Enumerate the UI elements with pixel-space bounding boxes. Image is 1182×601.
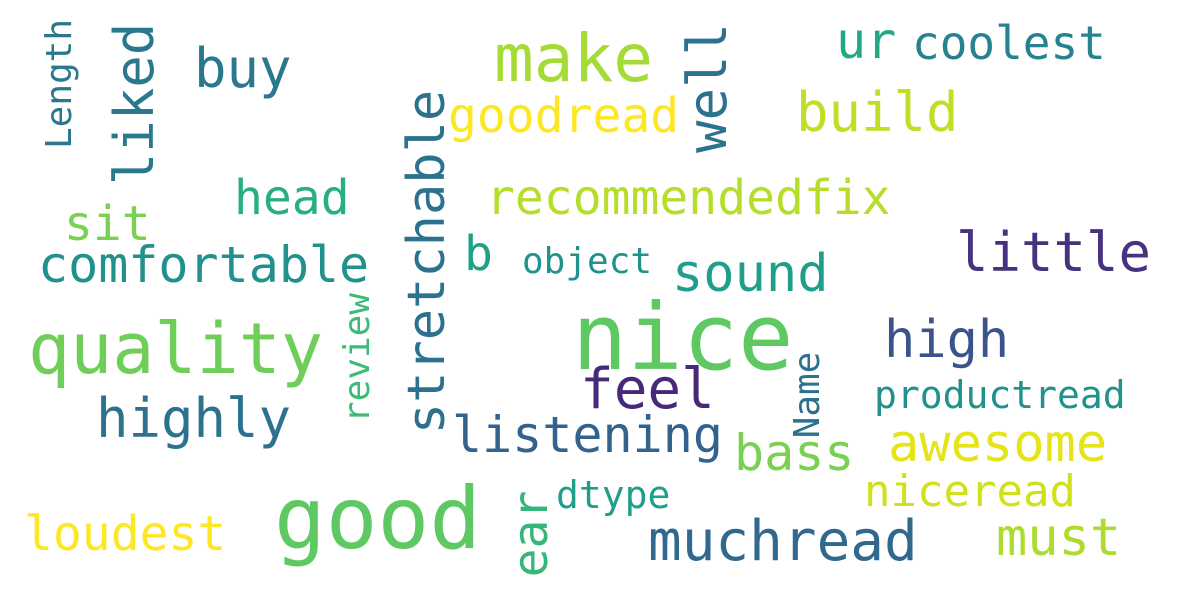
word-b: b [464,226,493,282]
word-liked: liked [103,22,166,186]
word-build: build [796,81,959,144]
word-sound: sound [672,244,829,304]
word-review: review [337,292,378,424]
word-nice: nice [572,284,794,391]
word-awesome: awesome [888,414,1108,474]
word-length: Length [39,18,80,150]
word-little: little [956,221,1152,284]
word-must: must [996,508,1122,568]
word-quality: quality [28,308,324,390]
word-niceread: niceread [864,466,1076,517]
word-coolest: coolest [912,16,1106,70]
word-highly: highly [96,387,292,450]
word-buy: buy [194,37,292,100]
word-dtype: dtype [556,473,671,517]
word-muchread: muchread [648,509,918,574]
word-high: high [884,310,1010,370]
word-ear: ear [503,490,559,578]
word-goodread: goodread [448,88,680,144]
word-make: make [494,20,653,97]
word-recommendedfix: recommendedfix [486,170,891,226]
word-well: well [676,22,739,154]
word-object: object [522,241,653,282]
word-bass: bass [734,424,855,482]
word-comfortable: comfortable [38,236,370,294]
word-name: Name [787,351,828,439]
word-loudest: loudest [24,506,227,562]
word-sit: sit [64,196,151,252]
word-good: good [274,469,482,569]
word-head: head [234,170,350,226]
word-feel: feel [580,357,715,422]
word-ur: ur [836,12,897,70]
word-productread: productread [874,373,1126,417]
word-listening: listening [452,406,723,464]
word-stretchable: stretchable [397,89,457,435]
